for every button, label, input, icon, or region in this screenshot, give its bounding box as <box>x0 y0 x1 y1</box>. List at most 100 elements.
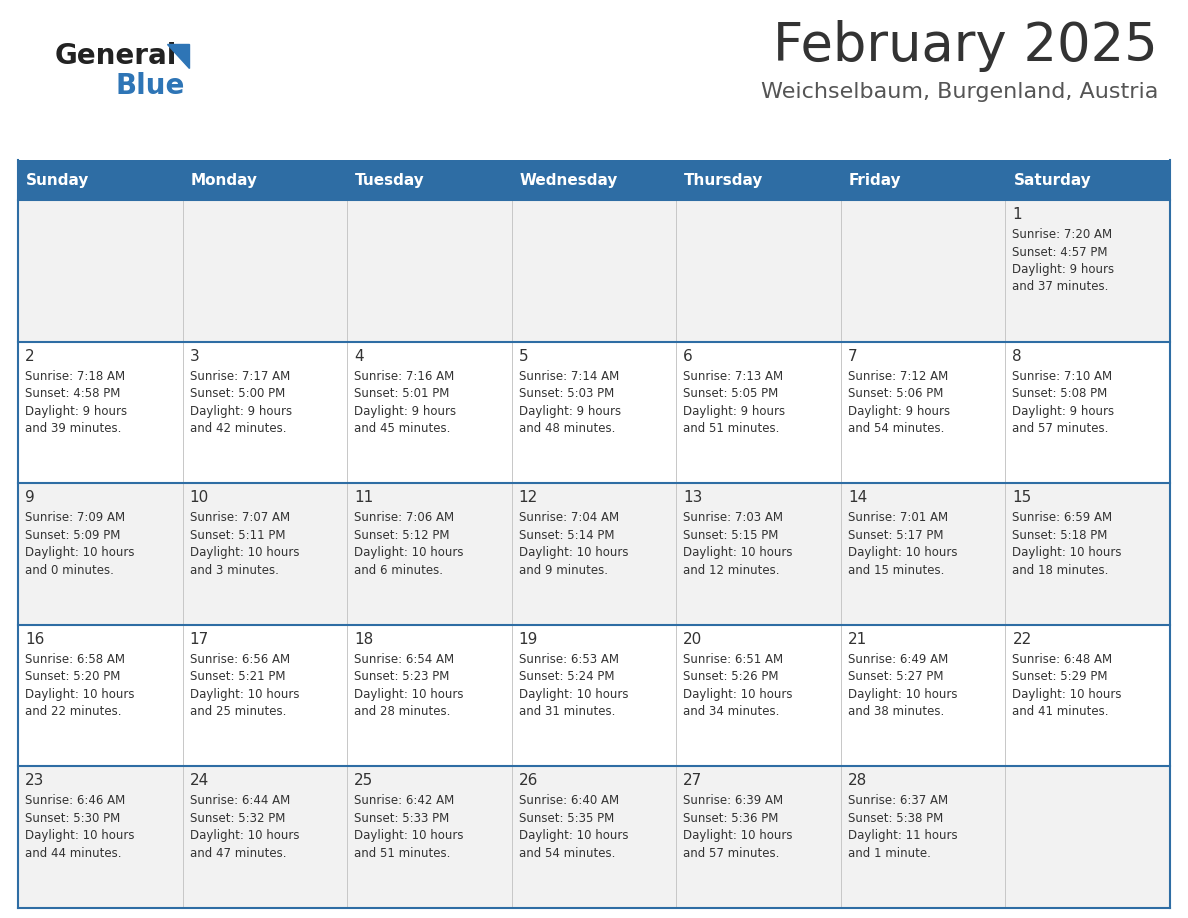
Text: and 48 minutes.: and 48 minutes. <box>519 422 615 435</box>
Text: Sunset: 5:26 PM: Sunset: 5:26 PM <box>683 670 779 683</box>
Text: Daylight: 10 hours: Daylight: 10 hours <box>683 688 792 700</box>
Text: 17: 17 <box>190 632 209 647</box>
Text: Daylight: 10 hours: Daylight: 10 hours <box>354 688 463 700</box>
Text: Daylight: 10 hours: Daylight: 10 hours <box>519 546 628 559</box>
Text: 12: 12 <box>519 490 538 505</box>
Text: Daylight: 10 hours: Daylight: 10 hours <box>25 688 134 700</box>
Text: 23: 23 <box>25 773 44 789</box>
Text: Sunrise: 7:01 AM: Sunrise: 7:01 AM <box>848 511 948 524</box>
Text: Sunset: 5:38 PM: Sunset: 5:38 PM <box>848 812 943 825</box>
Text: 8: 8 <box>1012 349 1022 364</box>
Text: February 2025: February 2025 <box>773 20 1158 72</box>
Text: 1: 1 <box>1012 207 1022 222</box>
Text: Daylight: 10 hours: Daylight: 10 hours <box>190 688 299 700</box>
Text: Sunrise: 6:51 AM: Sunrise: 6:51 AM <box>683 653 783 666</box>
Text: Daylight: 9 hours: Daylight: 9 hours <box>1012 263 1114 276</box>
Text: Daylight: 9 hours: Daylight: 9 hours <box>1012 405 1114 418</box>
Text: Sunset: 5:20 PM: Sunset: 5:20 PM <box>25 670 120 683</box>
Text: Daylight: 11 hours: Daylight: 11 hours <box>848 829 958 843</box>
Text: Daylight: 10 hours: Daylight: 10 hours <box>519 688 628 700</box>
Text: Sunset: 5:24 PM: Sunset: 5:24 PM <box>519 670 614 683</box>
Text: Sunrise: 6:39 AM: Sunrise: 6:39 AM <box>683 794 783 808</box>
Text: 15: 15 <box>1012 490 1031 505</box>
Text: Sunrise: 6:44 AM: Sunrise: 6:44 AM <box>190 794 290 808</box>
Text: Sunset: 5:06 PM: Sunset: 5:06 PM <box>848 387 943 400</box>
Text: Monday: Monday <box>190 173 258 187</box>
Text: Sunset: 5:14 PM: Sunset: 5:14 PM <box>519 529 614 542</box>
Text: 20: 20 <box>683 632 702 647</box>
Text: 2: 2 <box>25 349 34 364</box>
Text: 21: 21 <box>848 632 867 647</box>
Text: and 54 minutes.: and 54 minutes. <box>519 847 615 860</box>
Text: Daylight: 10 hours: Daylight: 10 hours <box>1012 688 1121 700</box>
Text: Sunrise: 7:12 AM: Sunrise: 7:12 AM <box>848 370 948 383</box>
Text: Sunrise: 7:06 AM: Sunrise: 7:06 AM <box>354 511 454 524</box>
Text: Sunset: 5:00 PM: Sunset: 5:00 PM <box>190 387 285 400</box>
Text: Sunset: 5:15 PM: Sunset: 5:15 PM <box>683 529 778 542</box>
Text: 28: 28 <box>848 773 867 789</box>
Text: Sunrise: 7:07 AM: Sunrise: 7:07 AM <box>190 511 290 524</box>
Text: and 45 minutes.: and 45 minutes. <box>354 422 450 435</box>
Polygon shape <box>168 44 189 68</box>
Bar <box>18 767 1170 908</box>
Text: Daylight: 10 hours: Daylight: 10 hours <box>519 829 628 843</box>
Text: Weichselbaum, Burgenland, Austria: Weichselbaum, Burgenland, Austria <box>760 82 1158 102</box>
Text: Sunrise: 6:58 AM: Sunrise: 6:58 AM <box>25 653 125 666</box>
Text: Sunrise: 6:48 AM: Sunrise: 6:48 AM <box>1012 653 1112 666</box>
Text: Tuesday: Tuesday <box>355 173 425 187</box>
Text: Daylight: 10 hours: Daylight: 10 hours <box>190 829 299 843</box>
Text: Sunset: 5:12 PM: Sunset: 5:12 PM <box>354 529 449 542</box>
Text: Saturday: Saturday <box>1013 173 1092 187</box>
Text: Daylight: 9 hours: Daylight: 9 hours <box>848 405 950 418</box>
Text: Friday: Friday <box>849 173 902 187</box>
Text: 7: 7 <box>848 349 858 364</box>
Text: and 1 minute.: and 1 minute. <box>848 847 930 860</box>
Text: Thursday: Thursday <box>684 173 764 187</box>
Text: and 57 minutes.: and 57 minutes. <box>683 847 779 860</box>
Text: Sunrise: 7:14 AM: Sunrise: 7:14 AM <box>519 370 619 383</box>
Text: and 15 minutes.: and 15 minutes. <box>848 564 944 577</box>
Text: Sunset: 4:57 PM: Sunset: 4:57 PM <box>1012 245 1108 259</box>
Text: and 12 minutes.: and 12 minutes. <box>683 564 779 577</box>
Text: Daylight: 10 hours: Daylight: 10 hours <box>190 546 299 559</box>
Bar <box>18 160 1170 200</box>
Text: 24: 24 <box>190 773 209 789</box>
Text: Sunrise: 7:04 AM: Sunrise: 7:04 AM <box>519 511 619 524</box>
Text: Daylight: 10 hours: Daylight: 10 hours <box>848 546 958 559</box>
Text: Sunset: 5:27 PM: Sunset: 5:27 PM <box>848 670 943 683</box>
Text: Sunrise: 7:10 AM: Sunrise: 7:10 AM <box>1012 370 1112 383</box>
Text: 26: 26 <box>519 773 538 789</box>
Text: 6: 6 <box>683 349 693 364</box>
Text: and 44 minutes.: and 44 minutes. <box>25 847 121 860</box>
Text: and 9 minutes.: and 9 minutes. <box>519 564 608 577</box>
Text: 22: 22 <box>1012 632 1031 647</box>
Text: Sunset: 5:01 PM: Sunset: 5:01 PM <box>354 387 449 400</box>
Text: and 0 minutes.: and 0 minutes. <box>25 564 114 577</box>
Text: 27: 27 <box>683 773 702 789</box>
Text: Daylight: 9 hours: Daylight: 9 hours <box>25 405 127 418</box>
Text: 5: 5 <box>519 349 529 364</box>
Text: Sunrise: 6:46 AM: Sunrise: 6:46 AM <box>25 794 125 808</box>
Text: Daylight: 9 hours: Daylight: 9 hours <box>190 405 292 418</box>
Text: 25: 25 <box>354 773 373 789</box>
Text: Sunrise: 7:18 AM: Sunrise: 7:18 AM <box>25 370 125 383</box>
Text: Daylight: 10 hours: Daylight: 10 hours <box>683 546 792 559</box>
Text: Sunrise: 6:37 AM: Sunrise: 6:37 AM <box>848 794 948 808</box>
Text: Daylight: 9 hours: Daylight: 9 hours <box>354 405 456 418</box>
Text: and 6 minutes.: and 6 minutes. <box>354 564 443 577</box>
Text: 14: 14 <box>848 490 867 505</box>
Text: General: General <box>55 42 177 70</box>
Text: and 51 minutes.: and 51 minutes. <box>354 847 450 860</box>
Text: Sunset: 5:21 PM: Sunset: 5:21 PM <box>190 670 285 683</box>
Text: 13: 13 <box>683 490 702 505</box>
Text: Blue: Blue <box>115 72 184 100</box>
Text: Daylight: 10 hours: Daylight: 10 hours <box>25 829 134 843</box>
Text: Sunrise: 6:56 AM: Sunrise: 6:56 AM <box>190 653 290 666</box>
Text: 16: 16 <box>25 632 44 647</box>
Text: Daylight: 9 hours: Daylight: 9 hours <box>683 405 785 418</box>
Text: Daylight: 10 hours: Daylight: 10 hours <box>848 688 958 700</box>
Text: Sunset: 5:11 PM: Sunset: 5:11 PM <box>190 529 285 542</box>
Text: Sunset: 4:58 PM: Sunset: 4:58 PM <box>25 387 120 400</box>
Text: 18: 18 <box>354 632 373 647</box>
Text: and 25 minutes.: and 25 minutes. <box>190 705 286 718</box>
